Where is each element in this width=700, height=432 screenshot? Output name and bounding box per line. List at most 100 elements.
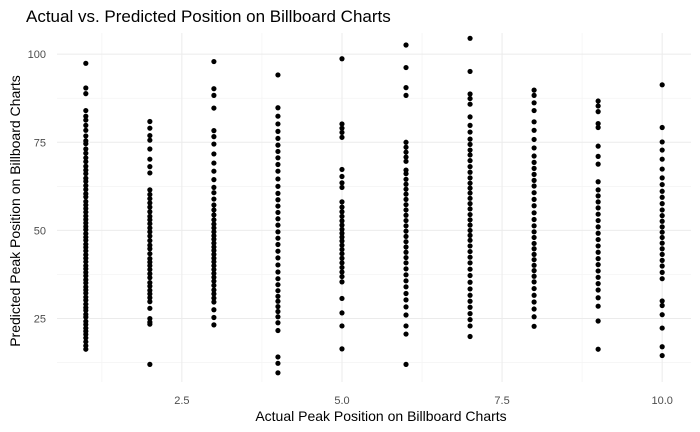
data-point [83,307,89,314]
data-point [339,199,345,205]
data-point [403,260,409,266]
data-point [531,183,537,189]
data-point [595,236,601,243]
data-point [467,237,473,243]
data-point [275,121,281,127]
data-point [147,146,153,152]
data-point [211,291,217,297]
data-point [275,161,281,168]
data-point [147,321,153,327]
data-point [467,68,473,75]
x-tick-label: 2.5 [174,395,189,407]
data-point [211,128,217,134]
data-point [531,159,537,165]
data-point [403,202,409,208]
data-point [83,85,89,91]
data-point [659,352,665,359]
data-point [403,361,409,367]
data-point [83,171,89,177]
data-point [467,227,473,234]
data-point [211,270,217,277]
data-point [339,323,345,329]
data-point [595,295,601,301]
data-point [83,314,89,320]
data-point [531,171,537,177]
data-point [403,223,409,229]
data-point [83,178,89,185]
data-point [147,217,153,223]
data-point [403,266,409,272]
data-point [83,91,89,97]
data-point [275,197,281,203]
data-point [403,158,409,164]
data-point [211,168,217,174]
data-point [659,82,665,88]
data-point [531,100,537,106]
data-point [211,287,217,293]
data-point [275,222,281,228]
data-point [467,272,473,279]
data-point [403,171,409,177]
data-point [467,141,473,147]
data-point [659,218,665,224]
data-point [147,156,153,162]
data-point [467,217,473,223]
data-point [531,190,537,196]
data-point [275,320,281,326]
data-point [147,295,153,301]
data-point [83,290,89,296]
data-point [531,210,537,216]
data-point [147,225,153,231]
data-point [339,279,345,285]
data-point [83,259,89,265]
data-point [147,283,153,289]
data-point [467,129,473,135]
data-point [275,327,281,334]
data-point [275,105,281,111]
data-point [211,278,217,284]
data-point [403,207,409,213]
data-point [147,125,153,131]
data-point [595,249,601,255]
data-point [403,212,409,218]
data-point [211,263,217,269]
data-point [659,276,665,282]
data-point [339,204,345,210]
data-point [275,282,281,288]
data-point [531,262,537,268]
data-point [595,287,601,293]
data-point [83,133,89,139]
data-point [403,244,409,250]
data-point [83,127,89,133]
data-point [403,217,409,224]
data-point [275,276,281,282]
data-point [83,186,89,193]
data-point [531,165,537,171]
data-point [531,107,537,114]
data-point [467,185,473,191]
data-point [467,222,473,228]
data-point [467,317,473,323]
data-point [83,237,89,243]
data-point [83,183,89,189]
data-point [339,264,345,271]
data-point [659,166,665,172]
data-point [531,268,537,274]
data-point [275,269,281,275]
data-point [467,175,473,181]
data-point [403,176,409,182]
data-point [83,273,89,279]
data-point [659,181,665,188]
data-point [403,272,409,278]
grid-lines [57,33,691,382]
data-point [659,269,665,275]
data-point [275,135,281,142]
data-point [83,227,89,233]
data-point [659,302,665,309]
data-points [83,35,665,376]
data-point [211,299,217,305]
data-point [467,266,473,272]
data-point [531,216,537,223]
